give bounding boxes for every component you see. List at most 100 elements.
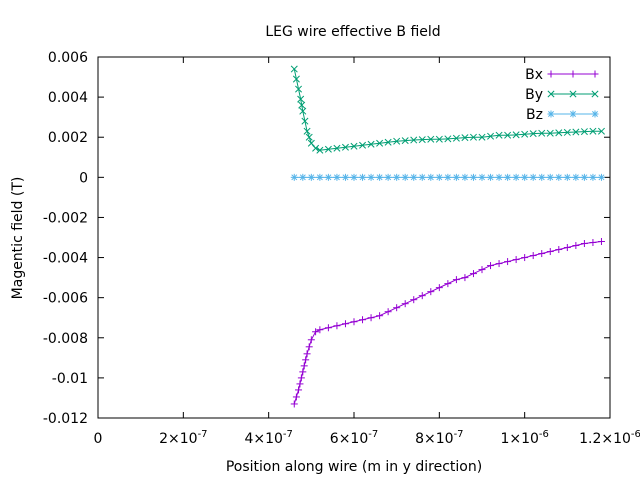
data-point xyxy=(324,173,332,181)
legend-marker xyxy=(591,110,599,118)
data-point xyxy=(487,173,495,181)
data-point xyxy=(597,127,605,135)
data-point xyxy=(538,129,546,137)
data-point xyxy=(452,134,460,142)
x-tick-label: 8×10-7 xyxy=(415,429,463,447)
data-point xyxy=(333,173,341,181)
y-tick-label: -0.006 xyxy=(43,291,88,307)
data-point xyxy=(312,144,320,152)
y-tick-label: 0.006 xyxy=(48,50,88,66)
legend-marker xyxy=(547,110,555,118)
data-point xyxy=(305,133,313,141)
data-point xyxy=(495,131,503,139)
series-bz xyxy=(290,173,605,181)
data-point xyxy=(512,131,520,139)
data-point xyxy=(376,139,384,147)
y-axis: 0.006 0.004 0.002 0 -0.002 -0.004 -0.006 -0.008… xyxy=(43,50,610,427)
data-point xyxy=(292,393,300,401)
y-tick-label: -0.01 xyxy=(52,371,88,387)
x-tick-label-exponent: -7 xyxy=(283,429,293,440)
data-point xyxy=(341,143,349,151)
data-point xyxy=(487,132,495,140)
series-bx xyxy=(290,238,605,408)
data-point xyxy=(589,173,597,181)
series-markers-by xyxy=(290,65,605,154)
legend-marker xyxy=(591,70,599,78)
x-tick-label-base: 6×10 xyxy=(330,431,368,447)
data-point xyxy=(555,129,563,137)
data-point xyxy=(597,173,605,181)
data-point xyxy=(307,139,315,147)
data-point xyxy=(410,136,418,144)
x-tick-label: 1.2×10-6 xyxy=(579,429,640,447)
data-point xyxy=(521,254,529,262)
legend-marker xyxy=(547,70,555,78)
data-point xyxy=(393,304,401,312)
data-point xyxy=(418,136,426,144)
y-tick-label: -0.012 xyxy=(43,411,88,427)
data-point xyxy=(546,248,554,256)
x-tick-label-base: 0 xyxy=(94,431,103,447)
data-point xyxy=(461,274,469,282)
series-layer xyxy=(290,65,605,408)
data-point xyxy=(563,173,571,181)
x-tick-label-exponent: -7 xyxy=(198,429,208,440)
data-point xyxy=(546,129,554,137)
data-point xyxy=(555,246,563,254)
data-point xyxy=(299,107,307,115)
data-point xyxy=(300,362,308,370)
data-point xyxy=(546,173,554,181)
data-point xyxy=(478,173,486,181)
data-point xyxy=(384,138,392,146)
y-tick-label: 0.004 xyxy=(48,90,88,106)
data-point xyxy=(572,128,580,136)
data-point xyxy=(297,374,305,382)
data-point xyxy=(316,173,324,181)
data-point xyxy=(452,173,460,181)
data-point xyxy=(572,173,580,181)
y-tick-label: -0.008 xyxy=(43,331,88,347)
data-point xyxy=(401,300,409,308)
legend-marker xyxy=(569,110,577,118)
data-point xyxy=(350,318,358,326)
data-point xyxy=(367,314,375,322)
x-tick-label: 1×10-6 xyxy=(500,429,548,447)
y-axis-label: Magentic field (T) xyxy=(10,177,26,300)
x-tick-label-base: 8×10 xyxy=(415,431,453,447)
data-point xyxy=(401,173,409,181)
x-tick-label-base: 4×10 xyxy=(244,431,282,447)
data-point xyxy=(580,240,588,248)
data-point xyxy=(290,173,298,181)
data-point xyxy=(529,173,537,181)
data-point xyxy=(504,258,512,266)
x-tick-label: 0 xyxy=(94,431,103,447)
legend-marker xyxy=(569,70,577,78)
data-point xyxy=(359,141,367,149)
data-point xyxy=(292,75,300,83)
data-point xyxy=(555,173,563,181)
data-point xyxy=(305,343,313,351)
series-line-by xyxy=(293,68,602,151)
x-tick-label-exponent: -7 xyxy=(368,429,378,440)
data-point xyxy=(312,328,320,336)
x-tick-label-base: 1×10 xyxy=(500,431,538,447)
data-point xyxy=(302,356,310,364)
data-point xyxy=(359,316,367,324)
data-point xyxy=(563,128,571,136)
data-point xyxy=(495,173,503,181)
data-point xyxy=(469,270,477,278)
data-point xyxy=(376,173,384,181)
x-axis: 0 2×10-7 4×10-7 6×10-7 8×10-7 1×10-6 1.2×10-6 xyxy=(94,57,640,447)
legend: Bx By Bz xyxy=(525,67,599,123)
legend-marker xyxy=(591,90,599,98)
data-point xyxy=(435,173,443,181)
data-point xyxy=(303,127,311,135)
data-point xyxy=(487,262,495,270)
data-point xyxy=(296,380,304,388)
data-point xyxy=(333,144,341,152)
data-point xyxy=(529,130,537,138)
legend-marker xyxy=(569,90,577,98)
data-point xyxy=(384,173,392,181)
legend-marker xyxy=(547,90,555,98)
